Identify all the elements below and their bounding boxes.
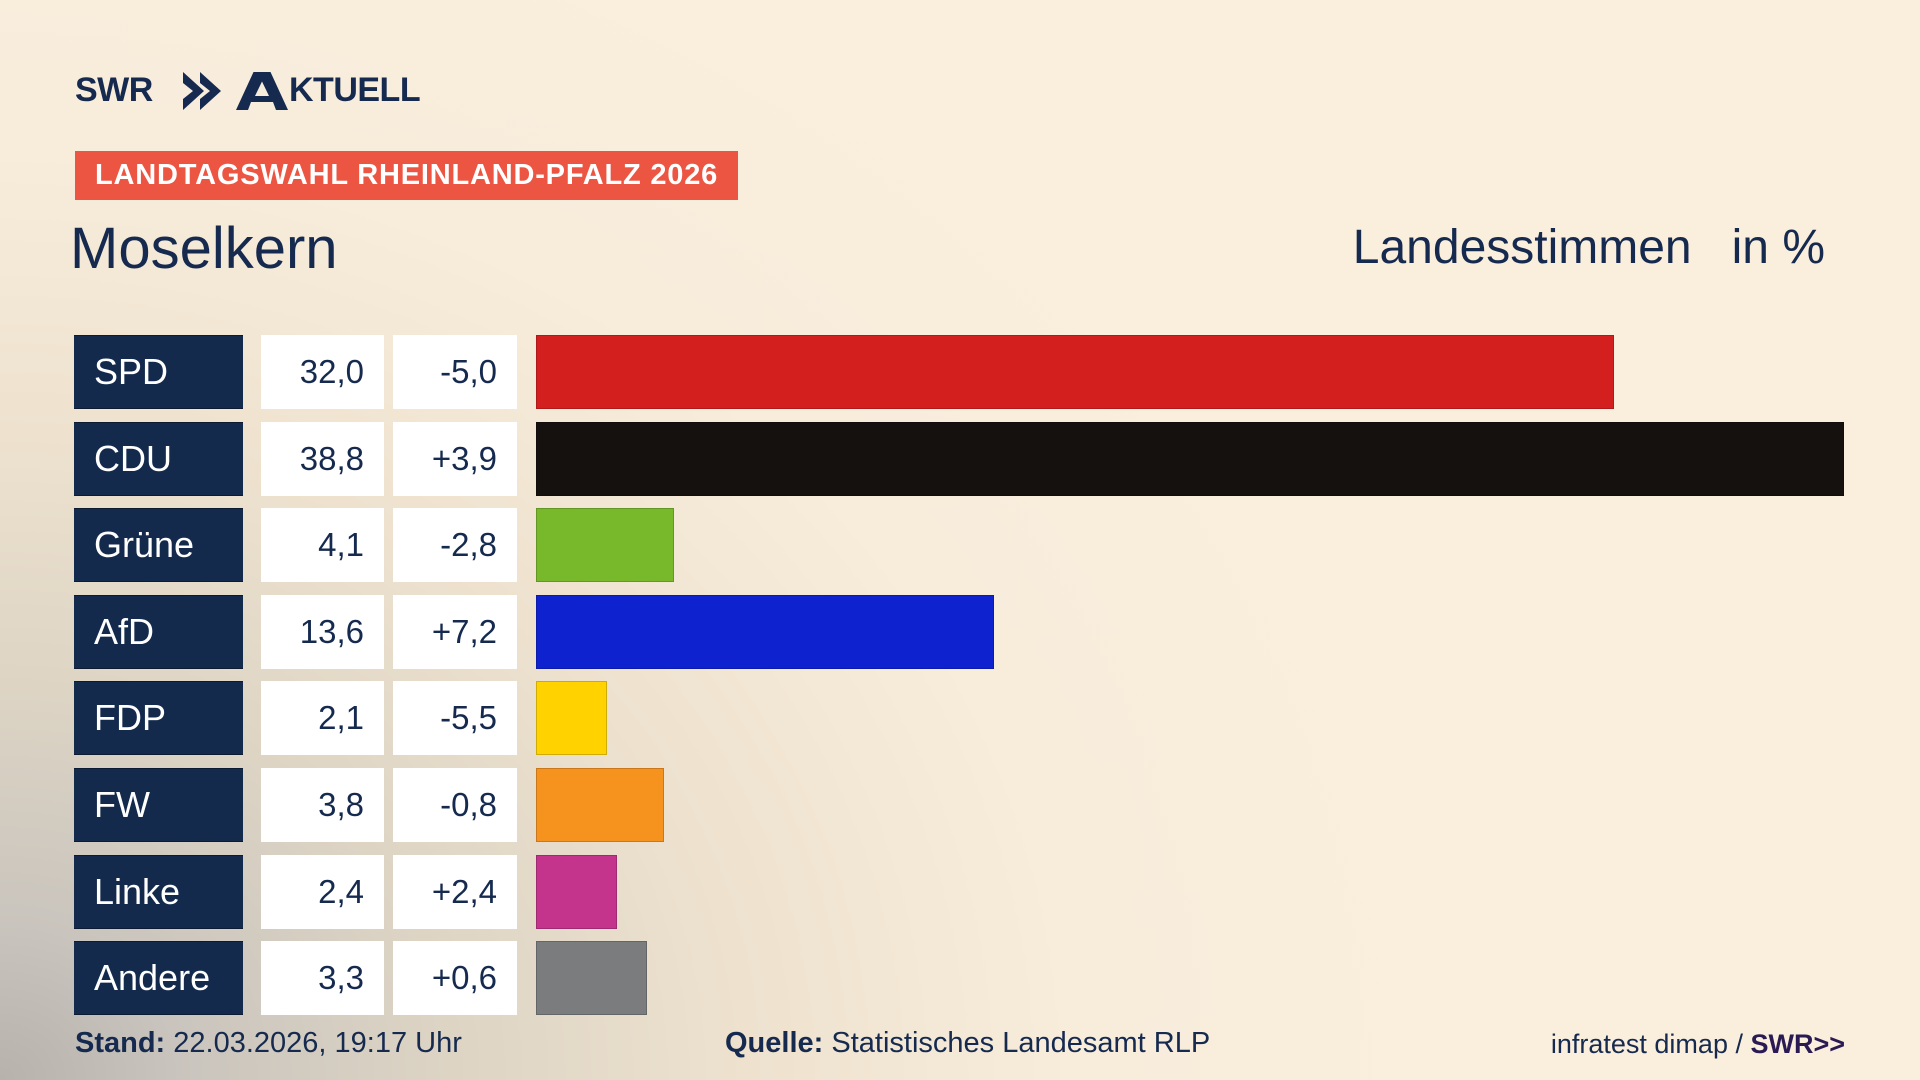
svg-text:KTUELL: KTUELL: [289, 71, 420, 109]
svg-text:SWR: SWR: [75, 71, 153, 109]
